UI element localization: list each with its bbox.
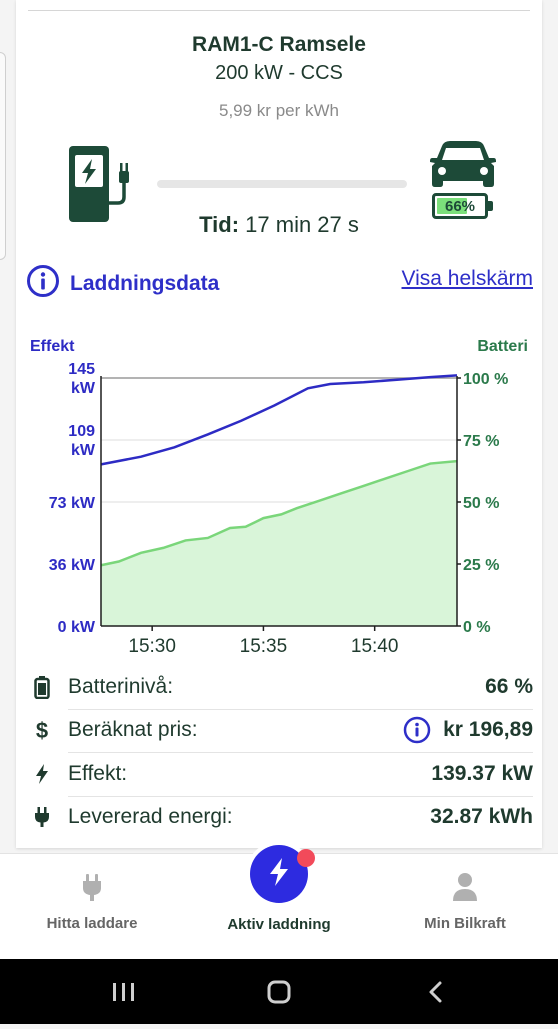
station-name: RAM1-C Ramsele [192, 33, 366, 56]
battery-nub [488, 201, 493, 211]
y-axis-right-title: Batteri [477, 338, 528, 355]
divider [28, 10, 530, 11]
time-label: Tid: [199, 212, 240, 237]
detail-row: Levererad energi: 32.87 kWh [28, 795, 533, 839]
svg-text:$: $ [36, 718, 48, 743]
y-tick-right: 75 % [463, 433, 499, 450]
section-header: Laddningsdata [26, 264, 219, 303]
plug-icon [28, 806, 56, 828]
detail-value-wrap: 66 % [485, 675, 533, 699]
station-price: 5,99 kr per kWh [219, 101, 339, 120]
detail-row: Effekt: 139.37 kW [28, 752, 533, 796]
nav-aktiv-laddning[interactable]: Aktiv laddning [204, 912, 354, 933]
nav-label: Aktiv laddning [227, 916, 331, 933]
row-divider [68, 796, 533, 797]
time-value: 17 min 27 s [245, 212, 359, 237]
y-tick-right: 50 % [463, 495, 499, 512]
detail-value-wrap: 32.87 kWh [430, 805, 533, 829]
charging-time: Tid: 17 min 27 s [0, 212, 558, 238]
detail-value-wrap: kr 196,89 [403, 716, 533, 744]
recent-apps-icon[interactable] [113, 983, 134, 1001]
fullscreen-link[interactable]: Visa helskärm [401, 267, 534, 290]
detail-label: Levererad energi: [68, 805, 233, 828]
detail-value: kr 196,89 [443, 718, 533, 741]
detail-value: 32.87 kWh [430, 805, 533, 828]
notification-dot [297, 849, 315, 867]
charger-icon [66, 143, 142, 230]
info-icon[interactable] [26, 264, 60, 303]
nav-label: Hitta laddare [46, 915, 138, 932]
info-icon[interactable] [403, 716, 431, 744]
charging-chart: Effekt Batteri 0 kW 36 kW 73 kW 109 kW 145 kW 0 %… [30, 338, 528, 657]
battery-icon [28, 675, 56, 699]
y-tick-left: 109 [68, 423, 95, 440]
battery-fill [437, 198, 468, 214]
detail-value-wrap: 139.37 kW [431, 762, 533, 786]
bolt-icon [28, 763, 56, 785]
x-tick: 15:30 [128, 636, 176, 657]
person-icon [390, 872, 540, 907]
charging-progress-track [157, 180, 407, 188]
y-tick-left: kW [71, 442, 96, 459]
battery-series-line [100, 459, 458, 567]
y-tick-left: 36 kW [49, 557, 96, 574]
plug-icon [17, 872, 167, 907]
detail-value: 66 % [485, 675, 533, 698]
car-icon [428, 140, 498, 195]
x-tick: 15:35 [240, 636, 288, 657]
battery-badge: 66% [432, 193, 488, 219]
y-tick-left: 145 [68, 361, 95, 378]
row-divider [68, 752, 533, 753]
y-tick-left: 0 kW [58, 619, 96, 636]
nav-label: Min Bilkraft [424, 915, 506, 932]
station-power: 200 kW - CCS [215, 62, 343, 84]
detail-row: Batterinivå: 66 % [28, 665, 533, 709]
battery-area [101, 461, 457, 626]
y-tick-right: 100 % [463, 371, 508, 388]
system-navigation-bar [0, 959, 558, 1024]
home-icon[interactable] [267, 980, 291, 1004]
nav-min-bilkraft[interactable]: Min Bilkraft [390, 872, 540, 932]
detail-value: 139.37 kW [431, 762, 533, 785]
y-tick-right: 0 % [463, 619, 491, 636]
bolt-icon [266, 857, 292, 892]
dollar-icon: $ [28, 717, 56, 743]
battery-percent: 66% [444, 198, 476, 215]
y-tick-right: 25 % [463, 557, 499, 574]
nav-hitta-laddare[interactable]: Hitta laddare [17, 872, 167, 932]
y-tick-left: kW [71, 380, 96, 397]
detail-label: Batterinivå: [68, 675, 174, 698]
section-title: Laddningsdata [70, 271, 220, 295]
detail-row: $ Beräknat pris: kr 196,89 [28, 708, 533, 752]
y-tick-left: 73 kW [49, 495, 96, 512]
back-icon[interactable] [429, 981, 442, 1003]
detail-label: Effekt: [68, 762, 128, 785]
detail-label: Beräknat pris: [68, 718, 198, 741]
row-divider [68, 709, 533, 710]
x-tick: 15:40 [351, 636, 399, 657]
y-axis-left-title: Effekt [30, 338, 75, 355]
power-series-line [100, 374, 458, 466]
